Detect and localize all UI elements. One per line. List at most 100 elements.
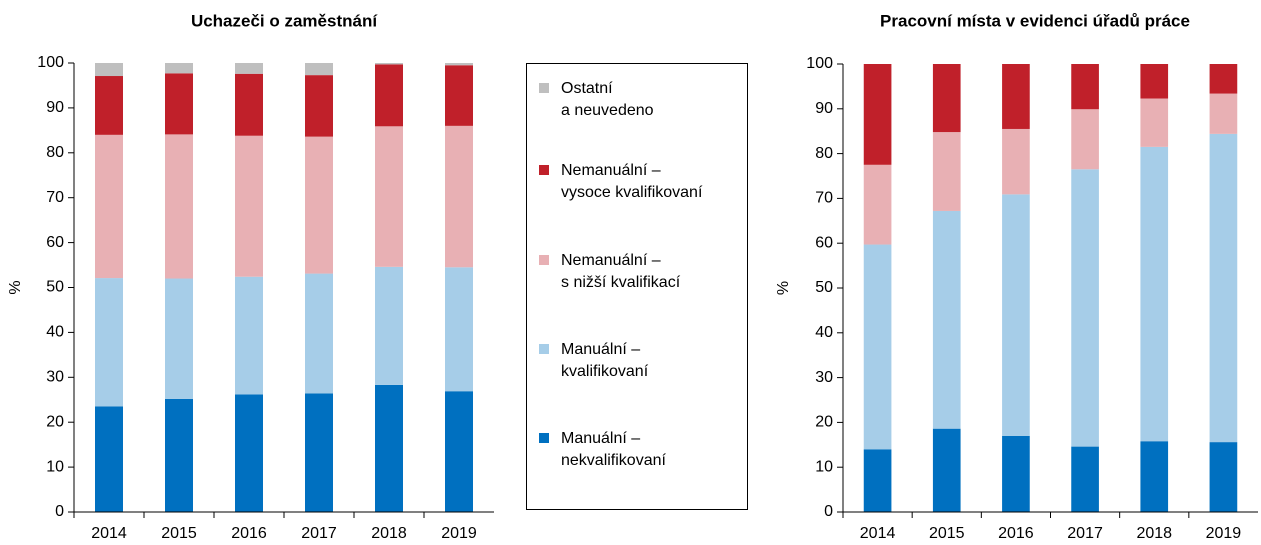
bar-segment — [165, 63, 193, 74]
legend-swatch — [539, 433, 549, 443]
y-tick-label: 0 — [824, 503, 833, 520]
legend-swatch — [539, 344, 549, 354]
x-tick-label: 2017 — [1067, 525, 1103, 542]
bar-segment — [445, 267, 473, 392]
bar-segment — [165, 278, 193, 399]
bar-segment — [863, 244, 892, 450]
legend-label: Nemanuální – s nižší kvalifikací — [561, 252, 681, 291]
y-tick-label: 10 — [815, 458, 833, 475]
bar-segment — [932, 210, 961, 429]
y-tick-label: 20 — [46, 413, 64, 430]
y-axis-label: % — [775, 281, 792, 295]
bar-segment — [375, 384, 403, 512]
legend-entry: Nemanuální – vysoce kvalifikovaní — [539, 160, 702, 204]
bar-segment — [1140, 146, 1169, 442]
bar-segment — [1002, 435, 1030, 512]
bar-segment — [305, 393, 333, 512]
bar-segment — [445, 125, 473, 268]
bar-segment — [863, 449, 892, 512]
x-tick-label: 2019 — [1206, 525, 1242, 542]
legend: Ostatní a neuvedeno Nemanuální – vysoce k… — [526, 63, 748, 510]
bar-segment — [1209, 64, 1238, 94]
bar-segment — [445, 391, 473, 512]
y-tick-label: 0 — [55, 503, 64, 520]
y-tick-label: 100 — [37, 54, 64, 71]
bar-segment — [305, 136, 333, 274]
bar-segment — [235, 63, 263, 74]
bar-segment — [1002, 64, 1030, 129]
y-tick-label: 70 — [46, 189, 64, 206]
y-tick-label: 10 — [46, 458, 64, 475]
y-tick-label: 90 — [815, 100, 833, 117]
bar-segment — [95, 406, 123, 512]
bar-segment — [375, 126, 403, 267]
bar-segment — [1071, 64, 1099, 110]
y-tick-label: 70 — [815, 190, 833, 207]
legend-entry: Manuální – nekvalifikovaní — [539, 428, 666, 472]
bar-segment — [375, 64, 403, 127]
x-tick-label: 2017 — [301, 525, 337, 542]
x-tick-label: 2015 — [161, 525, 197, 542]
y-tick-label: 100 — [806, 55, 833, 72]
y-tick-label: 40 — [815, 324, 833, 341]
bar-segment — [1209, 442, 1238, 512]
bar-segment — [1071, 109, 1099, 170]
bar-segment — [165, 134, 193, 279]
bar-segment — [445, 63, 473, 66]
y-tick-label: 50 — [46, 279, 64, 296]
legend-swatch — [539, 255, 549, 265]
y-tick-label: 20 — [815, 414, 833, 431]
chart-title: Pracovní místa v evidenci úřadů práce — [880, 11, 1190, 30]
bar-segment — [1140, 441, 1169, 512]
legend-label: Manuální – kvalifikovaní — [561, 341, 649, 380]
bar-segment — [235, 276, 263, 395]
bar-segment — [165, 73, 193, 135]
bar-segment — [235, 73, 263, 136]
y-tick-label: 40 — [46, 324, 64, 341]
bar-segment — [95, 134, 123, 279]
bar-segment — [95, 76, 123, 135]
bar-segment — [1071, 169, 1099, 447]
y-tick-label: 50 — [815, 279, 833, 296]
x-tick-label: 2019 — [441, 525, 477, 542]
x-tick-label: 2018 — [1136, 525, 1172, 542]
legend-entry: Nemanuální – s nižší kvalifikací — [539, 250, 680, 294]
y-tick-label: 30 — [46, 369, 64, 386]
bar-segment — [235, 135, 263, 277]
bar-segment — [95, 278, 123, 407]
bar-segment — [863, 164, 892, 245]
y-axis-label: % — [7, 280, 24, 294]
bar-segment — [1209, 93, 1238, 134]
bar-segment — [932, 132, 961, 211]
legend-label: Ostatní a neuvedeno — [561, 80, 654, 119]
legend-entry: Ostatní a neuvedeno — [539, 78, 654, 122]
legend-entry: Manuální – kvalifikovaní — [539, 339, 648, 383]
y-tick-label: 30 — [815, 369, 833, 386]
x-tick-label: 2016 — [998, 525, 1034, 542]
bar-segment — [932, 64, 961, 133]
bar-segment — [1209, 133, 1238, 443]
y-tick-label: 80 — [46, 144, 64, 161]
bar-segment — [305, 273, 333, 394]
bar-segment — [1002, 128, 1030, 195]
y-tick-label: 60 — [46, 234, 64, 251]
bar-segment — [1002, 194, 1030, 436]
x-tick-label: 2014 — [860, 525, 896, 542]
bar-segment — [305, 75, 333, 137]
bar-segment — [1071, 446, 1099, 512]
y-tick-label: 90 — [46, 99, 64, 116]
legend-swatch — [539, 83, 549, 93]
bar-segment — [1140, 98, 1169, 147]
legend-swatch — [539, 165, 549, 175]
x-tick-label: 2016 — [231, 525, 267, 542]
legend-label: Manuální – nekvalifikovaní — [561, 430, 666, 469]
x-tick-label: 2015 — [929, 525, 965, 542]
x-tick-label: 2014 — [91, 525, 127, 542]
bar-segment — [445, 65, 473, 126]
bar-segment — [165, 398, 193, 512]
bar-segment — [95, 63, 123, 77]
chart-title: Uchazeči o zaměstnání — [191, 11, 378, 30]
bar-segment — [305, 63, 333, 76]
